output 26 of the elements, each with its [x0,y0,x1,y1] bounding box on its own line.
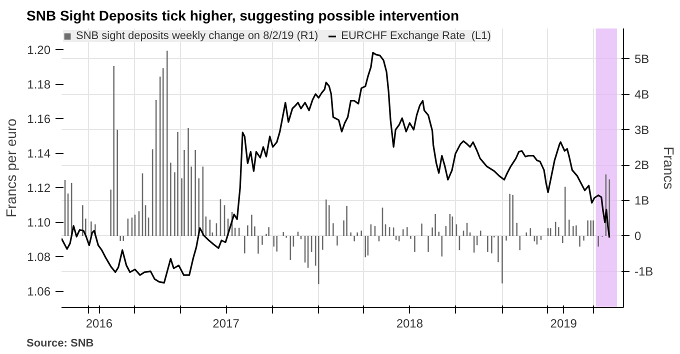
legend-label: SNB sight deposits weekly change on 8/2/19 (R1) [76,30,318,42]
y-tick-label: 1.14 [27,146,51,161]
x-tick-label: 2017 [212,316,240,330]
y2-tick-label: 2B [634,158,650,172]
legend-label: EURCHF Exchange Rate (L1) [341,30,491,42]
y2-tick-label: 3B [634,122,650,137]
y2-tick-label: 5B [634,52,650,66]
y-tick-label: 1.16 [27,112,51,126]
x-tick-label: 2018 [396,316,424,330]
y-tick-label: 1.18 [27,78,51,92]
x-tick-label: 2016 [86,316,113,330]
line-series [62,52,610,284]
y2-tick-label: 4B [634,87,650,102]
chart-title: SNB Sight Deposits tick higher, suggesting possible intervention [26,8,460,24]
y2-tick-label: -1B [634,264,654,278]
y-axis-title: Francs per euro [3,118,20,218]
y-tick-label: 1.08 [27,250,51,264]
y2-tick-label: 0 [634,228,642,243]
y-tick-label: 1.06 [27,284,51,299]
y-tick-label: 1.20 [27,43,51,58]
x-tick-label: 2019 [550,316,578,330]
y-tick-label: 1.10 [27,216,51,230]
y-tick-label: 1.12 [27,181,51,196]
y2-axis-title: Francs [661,146,678,190]
y2-tick-label: 1B [634,194,650,208]
source-note: Source: SNB [26,338,94,350]
